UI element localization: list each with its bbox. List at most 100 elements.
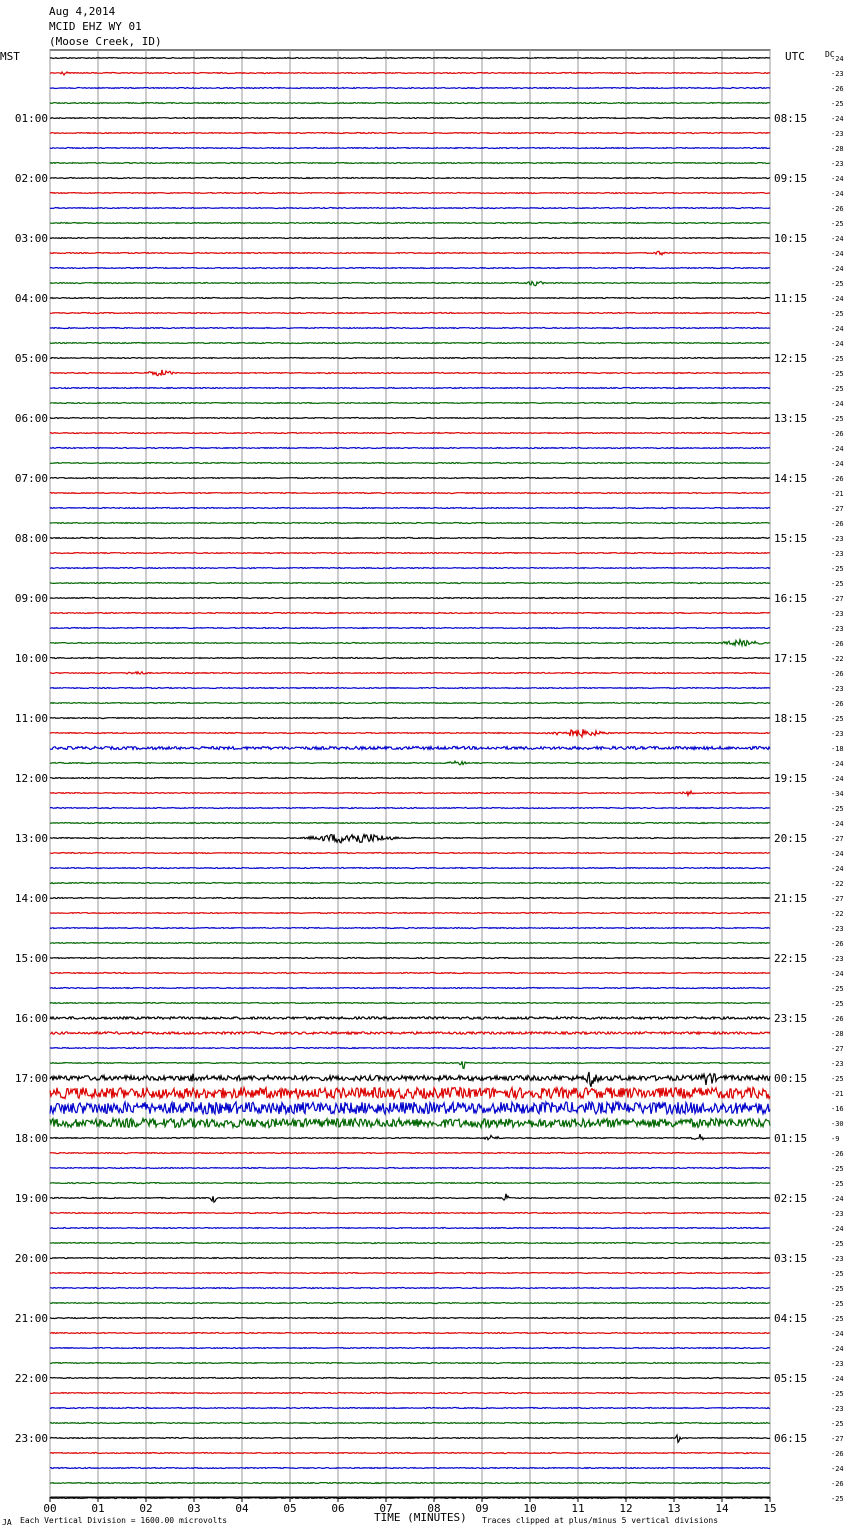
hour-label-utc: 10:15 xyxy=(774,232,807,245)
trace-blue xyxy=(49,206,771,210)
dc-offset-label: -25 xyxy=(831,385,844,393)
hour-label-utc: 21:15 xyxy=(774,892,807,905)
hour-label-utc: 22:15 xyxy=(774,952,807,965)
dc-offset-label: -16 xyxy=(831,1105,844,1113)
hour-label-utc: 15:15 xyxy=(774,532,807,545)
trace-green xyxy=(49,1301,770,1305)
hour-label-utc: 08:15 xyxy=(774,112,807,125)
trace-red xyxy=(49,1085,771,1101)
trace-green xyxy=(49,1241,770,1245)
trace-red xyxy=(49,670,771,676)
dc-offset-label: -23 xyxy=(831,535,844,543)
dc-offset-label: -24 xyxy=(831,1225,844,1233)
trace-red xyxy=(49,1211,771,1215)
hour-label-mst: 22:00 xyxy=(15,1372,48,1385)
dc-offset-label: -21 xyxy=(831,1090,844,1098)
trace-black xyxy=(49,776,771,780)
hour-label-mst: 20:00 xyxy=(15,1252,48,1265)
trace-red xyxy=(49,131,771,135)
trace-green xyxy=(49,759,770,766)
x-tick-label: 00 xyxy=(43,1502,56,1515)
dc-offset-label: -27 xyxy=(831,835,844,843)
dc-offset-label: -23 xyxy=(831,925,844,933)
trace-blue xyxy=(49,866,771,870)
trace-black xyxy=(49,832,771,844)
dc-offset-label: -26 xyxy=(831,1450,844,1458)
dc-offset-label: -26 xyxy=(831,670,844,678)
trace-green xyxy=(49,101,771,105)
dc-offset-label: -27 xyxy=(831,895,844,903)
hour-label-mst: 18:00 xyxy=(15,1132,48,1145)
dc-offset-label: -25 xyxy=(831,415,844,423)
hour-label-mst: 14:00 xyxy=(15,892,48,905)
dc-offset-label: -25 xyxy=(831,1285,844,1293)
plot-frame xyxy=(49,49,771,1498)
trace-green xyxy=(49,1181,771,1185)
trace-black xyxy=(49,356,771,360)
footer-axis-title: TIME (MINUTES) xyxy=(374,1511,467,1524)
dc-offset-label: -24 xyxy=(831,850,844,858)
dc-offset-label: -27 xyxy=(831,1435,844,1443)
trace-red xyxy=(49,491,771,495)
dc-offset-label: -25 xyxy=(831,1420,844,1428)
trace-green xyxy=(49,1361,771,1365)
trace-black xyxy=(49,416,771,420)
trace-blue xyxy=(49,686,771,690)
footer-corner-mark: JA xyxy=(2,1518,12,1527)
dc-offset-label: -25 xyxy=(831,370,844,378)
hour-label-mst: 23:00 xyxy=(15,1432,48,1445)
x-tick-label: 04 xyxy=(235,1502,249,1515)
trace-blue xyxy=(50,1466,771,1470)
hour-label-utc: 20:15 xyxy=(774,832,807,845)
dc-offset-label: -24 xyxy=(831,400,844,408)
trace-red xyxy=(49,369,771,377)
hour-label-mst: 16:00 xyxy=(15,1012,48,1025)
trace-blue xyxy=(49,1406,771,1410)
trace-green xyxy=(49,1481,771,1485)
dc-offset-label: -26 xyxy=(831,1150,844,1158)
trace-green xyxy=(49,1116,771,1130)
dc-offset-label: -26 xyxy=(831,520,844,528)
dc-offset-label: -24 xyxy=(831,235,844,243)
dc-offset-label: -23 xyxy=(831,955,844,963)
dc-offset-label: -24 xyxy=(831,445,844,453)
trace-blue xyxy=(50,1226,771,1230)
hour-label-mst: 05:00 xyxy=(15,352,48,365)
trace-green xyxy=(49,941,771,945)
dc-offset-label: -23 xyxy=(831,1060,844,1068)
dc-offset-label: -25 xyxy=(831,805,844,813)
dc-offset-label: -27 xyxy=(831,505,844,513)
trace-blue xyxy=(49,1099,771,1117)
hour-label-utc: 16:15 xyxy=(774,592,807,605)
dc-offset-label: -25 xyxy=(831,1270,844,1278)
hour-label-utc: 19:15 xyxy=(774,772,807,785)
trace-green xyxy=(50,821,771,825)
trace-red xyxy=(49,311,771,315)
trace-green xyxy=(49,521,771,525)
trace-red xyxy=(49,250,771,257)
x-tick-label: 01 xyxy=(91,1502,104,1515)
dc-offset-label: -26 xyxy=(831,700,844,708)
dc-offset-label: -25 xyxy=(831,1075,844,1083)
dc-offset-label: -26 xyxy=(831,205,844,213)
trace-red xyxy=(49,1451,771,1455)
x-tick-label: 08 xyxy=(427,1502,440,1515)
trace-blue xyxy=(49,626,771,630)
dc-offset-label: -24 xyxy=(831,340,844,348)
trace-green xyxy=(49,341,770,345)
dc-offset-label: -27 xyxy=(831,595,844,603)
trace-red xyxy=(50,911,771,915)
trace-red xyxy=(50,611,771,615)
dc-offset-label: -9 xyxy=(831,1135,839,1143)
dc-offset-label: -28 xyxy=(831,145,844,153)
trace-green xyxy=(49,401,771,405)
hour-label-mst: 08:00 xyxy=(15,532,48,545)
dc-offset-label: -21 xyxy=(831,490,844,498)
hour-label-mst: 07:00 xyxy=(15,472,48,485)
x-tick-label: 06 xyxy=(331,1502,344,1515)
x-tick-label: 11 xyxy=(571,1502,584,1515)
dc-offset-label: -25 xyxy=(831,715,844,723)
hour-label-utc: 06:15 xyxy=(774,1432,807,1445)
dc-offset-label: -25 xyxy=(831,1315,844,1323)
